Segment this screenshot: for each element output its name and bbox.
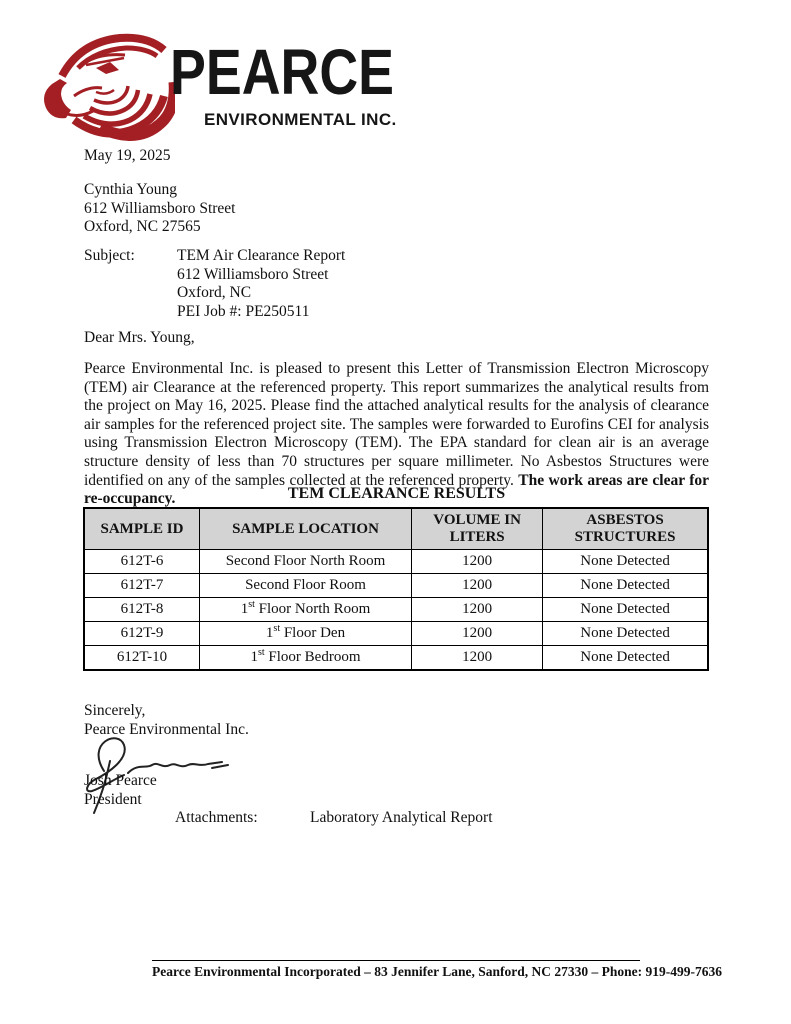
footer-company-address: Pearce Environmental Incorporated – 83 J… — [152, 960, 722, 980]
cell-volume: 1200 — [411, 549, 544, 574]
location-text: Floor Den — [280, 625, 346, 641]
recipient-block: Cynthia Young 612 Williamsboro Street Ox… — [84, 181, 236, 237]
closing-block: Sincerely, Pearce Environmental Inc. — [84, 701, 249, 739]
attachments-label: Attachments: — [175, 809, 258, 826]
location-text: Floor Bedroom — [264, 649, 361, 665]
results-table: SAMPLE ID SAMPLE LOCATION VOLUME IN LITE… — [83, 507, 709, 671]
cell-sample-location: 1st Floor North Room — [198, 597, 413, 622]
subject-lines: TEM Air Clearance Report 612 Williamsbor… — [177, 247, 345, 321]
cell-sample-id: 612T-6 — [83, 549, 200, 574]
location-text: 1 — [240, 601, 249, 617]
location-text: 1 — [265, 625, 274, 641]
results-table-title: TEM CLEARANCE RESULTS — [287, 485, 506, 502]
location-text: Second Floor Room — [245, 577, 366, 593]
cell-sample-id: 612T-9 — [83, 621, 200, 646]
recipient-street: 612 Williamsboro Street — [84, 199, 236, 217]
company-subtitle: ENVIRONMENTAL INC. — [204, 110, 397, 129]
attachments-value: Laboratory Analytical Report — [310, 809, 493, 826]
table-header-row: SAMPLE ID SAMPLE LOCATION VOLUME IN LITE… — [83, 507, 709, 550]
subject-label: Subject: — [84, 247, 135, 264]
table-row: 612T-8 1st Floor North Room 1200 None De… — [83, 597, 709, 622]
cell-volume: 1200 — [411, 645, 544, 671]
cell-sample-id: 612T-7 — [83, 573, 200, 598]
cell-sample-location: 1st Floor Den — [198, 621, 413, 646]
signer-title: President — [84, 791, 142, 808]
cell-asbestos: None Detected — [542, 549, 709, 574]
subject-report-title: TEM Air Clearance Report — [177, 247, 346, 264]
body-text: Pearce Environmental Inc. is pleased to … — [84, 360, 709, 489]
cell-asbestos: None Detected — [542, 597, 709, 622]
cell-volume: 1200 — [411, 621, 544, 646]
cell-asbestos: None Detected — [542, 645, 709, 671]
cell-volume: 1200 — [411, 597, 544, 622]
subject-job-number: PEI Job #: PE250511 — [177, 302, 310, 320]
ordinal-suffix: st — [273, 623, 281, 634]
recipient-name: Cynthia Young — [84, 181, 178, 198]
ordinal-suffix: st — [258, 647, 265, 658]
signer-name: Josh Pearce — [84, 772, 157, 789]
subject-street: 612 Williamsboro Street — [177, 265, 329, 283]
col-header-sample-id: SAMPLE ID — [83, 507, 200, 550]
location-text: Floor North Room — [254, 601, 371, 617]
cell-sample-location: 1st Floor Bedroom — [198, 645, 413, 671]
ordinal-suffix: st — [248, 599, 255, 610]
body-bold-statement: The work areas are clear for re-occupanc… — [84, 471, 710, 508]
col-header-asbestos: ASBESTOS STRUCTURES — [542, 507, 709, 550]
subject-city: Oxford, NC — [177, 284, 252, 301]
cell-asbestos: None Detected — [542, 573, 709, 598]
table-row: 612T-10 1st Floor Bedroom 1200 None Dete… — [83, 645, 709, 671]
salutation: Dear Mrs. Young, — [84, 329, 195, 346]
table-row: 612T-9 1st Floor Den 1200 None Detected — [83, 621, 709, 646]
location-text: Second Floor North Room — [225, 553, 386, 569]
cell-sample-id: 612T-10 — [83, 645, 200, 671]
cell-volume: 1200 — [411, 573, 544, 598]
location-text: 1 — [250, 649, 259, 665]
recipient-city-state-zip: Oxford, NC 27565 — [84, 218, 201, 235]
cell-sample-location: Second Floor Room — [198, 573, 413, 598]
col-header-sample-location: SAMPLE LOCATION — [198, 507, 413, 550]
cell-sample-id: 612T-8 — [83, 597, 200, 622]
closing-word: Sincerely, — [84, 702, 146, 719]
eagle-logo-icon — [44, 33, 175, 141]
company-name: PEARCE — [170, 36, 395, 108]
letter-date: May 19, 2025 — [84, 147, 171, 164]
subject-block: Subject: TEM Air Clearance Report 612 Wi… — [84, 247, 345, 321]
closing-company: Pearce Environmental Inc. — [84, 721, 249, 738]
letter-body: Pearce Environmental Inc. is pleased to … — [84, 360, 709, 509]
cell-asbestos: None Detected — [542, 621, 709, 646]
signature-handwriting — [86, 737, 229, 814]
cell-sample-location: Second Floor North Room — [198, 549, 413, 574]
col-header-volume: VOLUME IN LITERS — [411, 507, 544, 550]
table-row: 612T-6 Second Floor North Room 1200 None… — [83, 549, 709, 574]
table-row: 612T-7 Second Floor Room 1200 None Detec… — [83, 573, 709, 598]
